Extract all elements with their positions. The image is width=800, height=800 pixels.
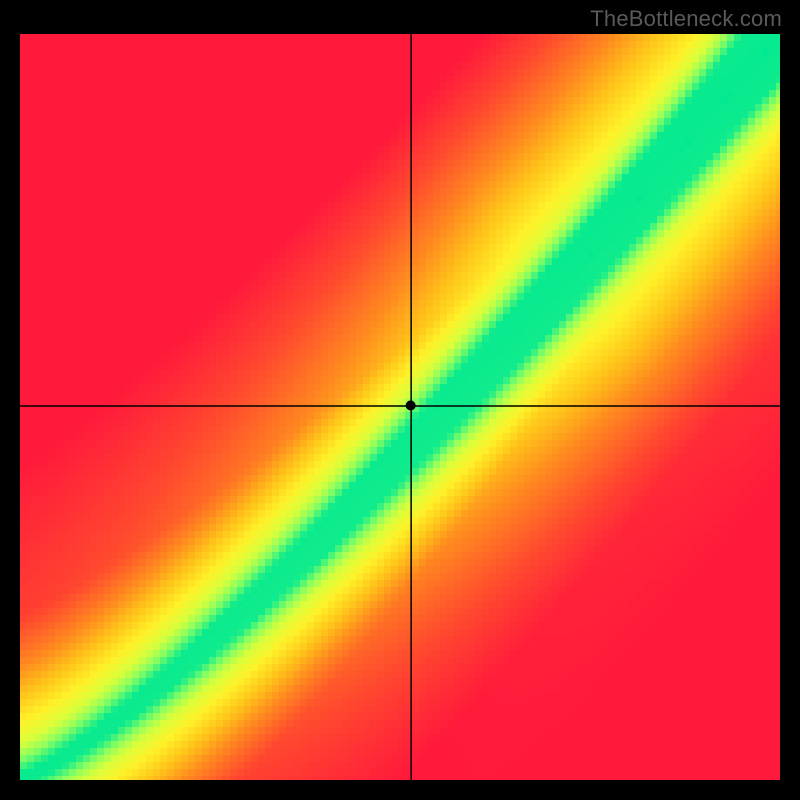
bottleneck-heatmap bbox=[20, 34, 780, 780]
chart-frame: TheBottleneck.com bbox=[0, 0, 800, 800]
plot-area bbox=[20, 34, 780, 780]
watermark-text: TheBottleneck.com bbox=[590, 6, 782, 32]
